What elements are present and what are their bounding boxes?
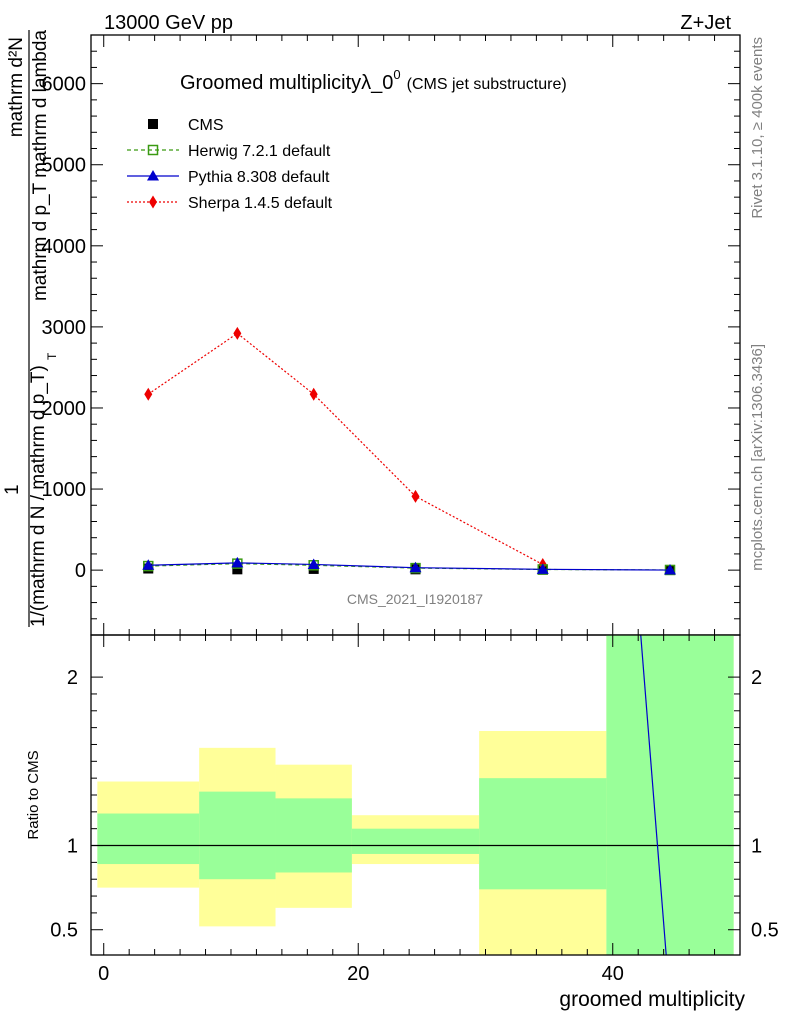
plot-subtitle: (CMS jet substructure) — [407, 76, 567, 93]
ylabel-bottom-denominator: 1/(mathrm d N / mathrm d p_T) — [28, 365, 49, 627]
legend-entry-2: Pythia 8.308 default — [127, 169, 330, 186]
legend-marker-1 — [147, 144, 159, 156]
legend-marker-2 — [147, 170, 159, 181]
ratio-inner-band-5 — [606, 635, 734, 955]
ratio-ytick-label-right-1: 1 — [751, 836, 762, 858]
legend-label-2: Pythia 8.308 default — [188, 169, 330, 186]
point-pythia-1 — [231, 556, 244, 568]
point-sherpa-3 — [411, 489, 420, 503]
ylabel-one: 1 — [2, 484, 23, 495]
main-ytick-label-0: 0 — [75, 560, 86, 582]
ratio-ytick-label-right-2: 2 — [751, 667, 762, 689]
main-ytick-label-4: 4000 — [42, 236, 87, 258]
main-ytick-label-5: 5000 — [42, 155, 87, 177]
x-axis-label: groomed multiplicity — [559, 988, 745, 1011]
point-sherpa-2 — [309, 387, 318, 401]
legend-entry-0: CMS — [148, 117, 224, 134]
main-ytick-label-6: 6000 — [42, 74, 87, 96]
plot-title: Groomed multiplicityλ_00 (CMS jet substru… — [180, 67, 567, 94]
xtick-labels: 0 20 40 — [98, 963, 624, 985]
ratio-lines-group — [91, 634, 740, 956]
ratio-ytick-label-left-2: 2 — [67, 667, 78, 689]
pythia-ratio-line — [640, 634, 667, 956]
main-ytick-labels: 0 1000 2000 3000 4000 5000 6000 — [42, 74, 87, 582]
legend-marker-0 — [148, 119, 158, 129]
analysis-id-label: CMS_2021_I1920187 — [347, 591, 483, 607]
legend-entry-1: Herwig 7.2.1 default — [127, 143, 331, 160]
ratio-bands-group — [97, 635, 734, 955]
xtick-label-1: 20 — [347, 963, 369, 985]
ylabel-top-numerator: mathrm d²N — [6, 37, 27, 137]
plot-title-superscript: 0 — [393, 67, 400, 82]
main-ytick-label-3: 3000 — [42, 317, 87, 339]
point-cms-1 — [232, 564, 243, 575]
main-axis-ticks — [91, 34, 741, 636]
header-right-label: Z+Jet — [680, 12, 731, 34]
plot-title-main: Groomed multiplicityλ_0 — [180, 72, 393, 94]
legend: CMS Herwig 7.2.1 default Pythia 8.308 defa… — [127, 117, 333, 212]
ratio-ylabel: Ratio to CMS — [25, 750, 42, 839]
header-left-label: 13000 GeV pp — [104, 12, 233, 34]
main-plot-panel: 0 1000 2000 3000 4000 5000 6000 Groomed multip… — [42, 34, 741, 636]
point-pythia-3 — [409, 561, 422, 573]
ratio-inner-band-1 — [199, 791, 276, 880]
point-pythia-0 — [142, 559, 155, 570]
point-pythia-5 — [664, 564, 677, 575]
ratio-inner-band-0 — [97, 813, 200, 865]
legend-entry-3: Sherpa 1.4.5 default — [127, 195, 333, 212]
series-pythia — [142, 556, 677, 575]
xtick-label-0: 0 — [98, 963, 109, 985]
point-sherpa-1 — [233, 326, 242, 340]
point-pythia-2 — [307, 558, 320, 569]
main-ylabel: mathrm d²N mathrm d p_T mathrm d lambda … — [2, 30, 59, 627]
ratio-inner-band-4 — [479, 778, 607, 890]
ratio-inner-band-2 — [275, 798, 352, 873]
mcplots-label: mcplots.cern.ch [arXiv:1306.3436] — [749, 344, 766, 571]
ylabel-subscript: T — [45, 352, 59, 360]
ratio-plot-panel: 0.5 0.5 1 1 2 2 0 20 40 groomed multiplicity — [50, 634, 779, 1011]
legend-label-0: CMS — [188, 117, 224, 134]
ratio-inner-band-3 — [351, 828, 480, 854]
legend-label-3: Sherpa 1.4.5 default — [188, 195, 333, 212]
ratio-ytick-label-left-1: 1 — [67, 836, 78, 858]
xtick-label-2: 40 — [602, 963, 624, 985]
ratio-ytick-label-right-0: 0.5 — [751, 920, 779, 942]
rivet-label: Rivet 3.1.10, ≥ 400k events — [749, 37, 766, 219]
ratio-ytick-labels: 0.5 0.5 1 1 2 2 — [50, 667, 779, 942]
point-sherpa-0 — [144, 387, 153, 401]
legend-marker-3 — [149, 195, 157, 209]
series-line-pythia — [148, 562, 671, 571]
ylabel-top-denominator: mathrm d p_T mathrm d lambda — [30, 30, 51, 301]
point-pythia-4 — [536, 563, 549, 574]
main-ytick-label-1: 1000 — [42, 479, 87, 501]
ratio-axis-ticks — [91, 635, 741, 955]
legend-label-1: Herwig 7.2.1 default — [188, 143, 331, 160]
main-series-group — [142, 326, 677, 576]
main-ytick-label-2: 2000 — [42, 398, 87, 420]
ratio-ytick-label-left-0: 0.5 — [50, 920, 78, 942]
